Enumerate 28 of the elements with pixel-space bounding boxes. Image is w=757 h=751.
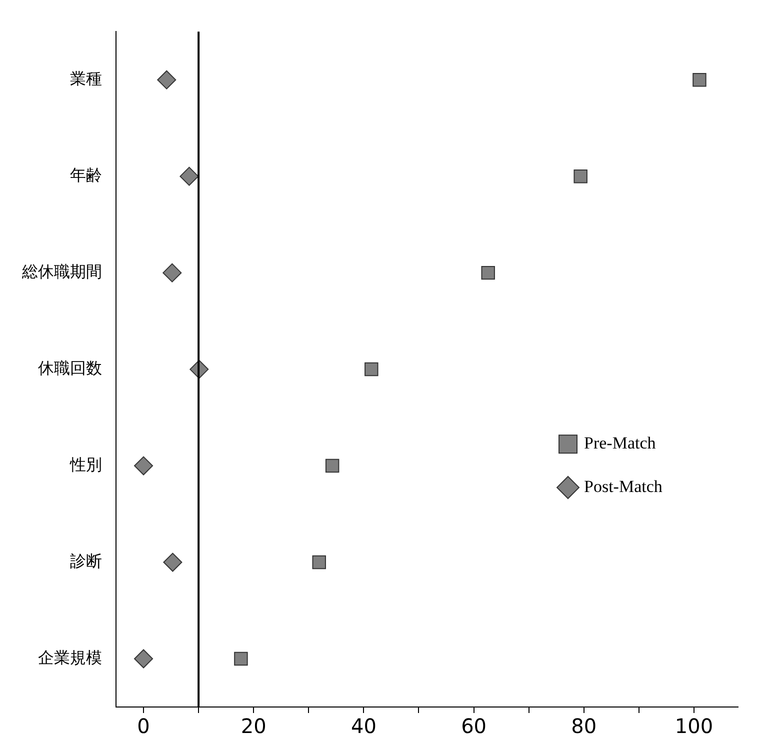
point	[234, 652, 248, 666]
y-tick-label: 性別	[69, 454, 102, 474]
x-tick-label: 20	[240, 714, 266, 738]
x-tick-label: 100	[674, 714, 714, 738]
legend-label: Pre-Match	[584, 434, 656, 453]
y-tick-label: 年齢	[70, 165, 102, 184]
point	[180, 166, 199, 186]
y-tick-label: 休職回数	[38, 358, 102, 378]
point	[481, 266, 495, 280]
point	[134, 456, 154, 476]
point	[364, 362, 378, 376]
point	[162, 263, 182, 282]
point	[574, 169, 588, 184]
point	[157, 70, 176, 90]
y-tick-label: 業種	[70, 69, 102, 88]
x-tick-label: 40	[350, 714, 376, 738]
x-tick-label: 60	[461, 714, 487, 738]
point	[325, 458, 340, 473]
point	[692, 72, 706, 87]
y-tick-label: 企業規模	[38, 648, 102, 667]
point	[134, 649, 154, 668]
y-tick-label: 総休職期間	[21, 262, 102, 281]
point	[163, 552, 182, 572]
y-tick-label: 診断	[70, 551, 102, 570]
x-tick-label: 0	[137, 714, 150, 738]
x-tick-label: 80	[571, 714, 597, 738]
legend-label: Post-Match	[584, 476, 663, 496]
point	[312, 555, 326, 570]
